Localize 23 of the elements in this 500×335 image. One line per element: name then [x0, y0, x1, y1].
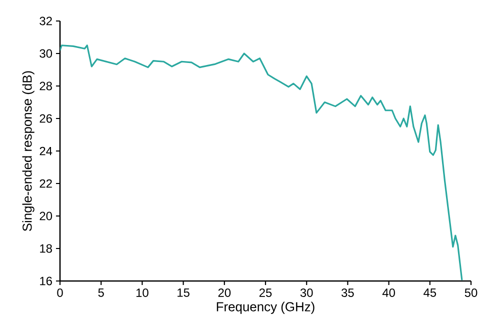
y-tick-label: 16 [40, 276, 52, 286]
x-tick-label: 40 [382, 288, 395, 297]
x-tick-label: 50 [464, 288, 478, 297]
y-tick-label: 30 [40, 49, 52, 58]
y-tick-label: 22 [40, 179, 52, 188]
y-tick-label: 18 [40, 244, 52, 253]
x-axis-title: Frequency (GHz) [216, 302, 314, 314]
y-tick-label: 26 [40, 114, 52, 123]
x-tick-label: 45 [424, 288, 436, 297]
x-tick-label: 30 [300, 288, 313, 297]
y-tick-label: 28 [40, 82, 52, 90]
x-tick-label: 35 [342, 288, 354, 297]
x-tick-label: 10 [136, 288, 148, 297]
x-tick-label: 25 [259, 288, 272, 297]
x-tick-label: 20 [218, 288, 231, 297]
y-tick-label: 20 [40, 212, 52, 220]
x-tick-label: 0 [57, 288, 63, 297]
x-tick-label: 5 [98, 288, 104, 297]
line-series [60, 44, 463, 281]
y-axis-title: Single-ended response (dB) [22, 71, 34, 232]
y-tick-label: 24 [40, 146, 52, 156]
x-tick-label: 15 [178, 288, 190, 297]
y-tick-label: 32 [40, 16, 52, 26]
